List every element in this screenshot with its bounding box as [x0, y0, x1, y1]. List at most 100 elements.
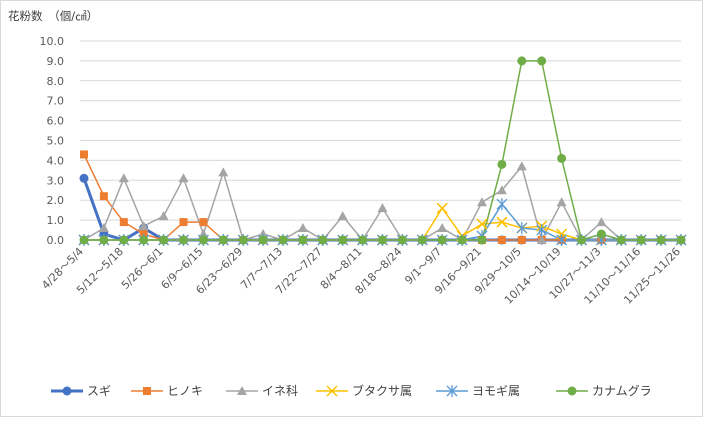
- legend-swatch-marker: [567, 386, 577, 396]
- data-point: [496, 198, 508, 211]
- data-point: [178, 173, 189, 183]
- legend-label: ヨモギ属: [472, 384, 520, 398]
- data-point: [139, 235, 149, 245]
- data-point: [338, 235, 348, 245]
- data-point: [138, 221, 149, 231]
- data-point: [119, 218, 128, 227]
- y-tick-label: 6.0: [47, 115, 65, 128]
- legend-label: カナムグラ: [592, 384, 652, 398]
- data-point: [457, 235, 467, 245]
- data-point: [517, 236, 526, 244]
- y-tick-label: 3.0: [47, 174, 65, 187]
- y-tick-label: 10.0: [40, 35, 65, 48]
- data-point: [179, 218, 188, 227]
- data-point: [577, 235, 586, 245]
- legend-swatch-marker: [326, 385, 338, 397]
- data-point: [218, 235, 228, 245]
- data-point: [397, 235, 407, 245]
- data-point: [337, 211, 348, 221]
- data-point: [297, 223, 308, 233]
- marker-stroke: [326, 385, 338, 397]
- legend-swatch-marker: [237, 386, 247, 395]
- data-point: [517, 56, 527, 66]
- data-point: [636, 235, 646, 245]
- data-point: [99, 235, 109, 245]
- legend-label: スギ: [87, 384, 111, 398]
- data-point: [298, 235, 308, 245]
- legend-entry-5: カナムグラ: [556, 384, 652, 398]
- y-tick-label: 7.0: [47, 95, 65, 108]
- data-point: [537, 56, 547, 66]
- data-point: [318, 235, 328, 245]
- data-point: [358, 235, 368, 245]
- legend-label: イネ科: [262, 384, 298, 398]
- y-axis-label: 花粉数 （個/㎠）: [8, 9, 98, 23]
- data-point: [179, 235, 188, 245]
- data-point: [497, 236, 506, 244]
- data-point: [119, 235, 129, 245]
- y-tick-label: 0.0: [47, 234, 65, 247]
- data-point: [516, 222, 528, 235]
- marker-stroke: [496, 216, 508, 228]
- x-tick-label: 5/26～6/1: [119, 245, 166, 292]
- data-point: [496, 216, 508, 228]
- legend-entry-4: ヨモギ属: [436, 384, 520, 398]
- data-point: [656, 235, 666, 245]
- data-point: [278, 235, 288, 245]
- data-point: [516, 161, 527, 171]
- marker-stroke: [436, 202, 448, 214]
- data-point: [437, 223, 448, 233]
- data-point: [557, 153, 567, 163]
- data-point: [476, 218, 488, 230]
- data-point: [99, 192, 108, 201]
- marker-stroke: [476, 218, 488, 230]
- legend-entry-1: ヒノキ: [131, 384, 203, 398]
- y-tick-label: 9.0: [47, 55, 65, 68]
- data-point: [158, 211, 169, 221]
- legend-swatch-marker: [62, 386, 72, 396]
- legend-entry-3: ブタクサ属: [316, 383, 412, 398]
- data-point: [118, 173, 129, 183]
- data-point: [258, 229, 269, 239]
- data-point: [536, 235, 547, 244]
- data-point: [377, 203, 388, 213]
- data-point: [436, 202, 448, 214]
- data-point: [199, 218, 208, 227]
- legend-entry-2: イネ科: [226, 384, 298, 398]
- data-point: [536, 224, 548, 237]
- y-tick-label: 8.0: [47, 75, 65, 88]
- legend-swatch-marker: [143, 387, 151, 395]
- data-point: [676, 235, 686, 245]
- data-point: [556, 234, 568, 246]
- data-point: [596, 217, 607, 227]
- data-point: [496, 185, 507, 195]
- data-point: [159, 235, 169, 245]
- legend-entry-0: スギ: [51, 384, 111, 398]
- data-point: [218, 167, 229, 177]
- legend-swatch-marker: [446, 385, 458, 397]
- data-point: [616, 235, 626, 245]
- data-point: [378, 235, 387, 245]
- data-point: [80, 150, 88, 159]
- y-tick-label: 2.0: [47, 194, 65, 207]
- data-point: [258, 235, 268, 245]
- legend-label: ブタクサ属: [352, 383, 412, 398]
- data-point: [437, 235, 447, 245]
- data-point: [596, 229, 606, 239]
- y-tick-label: 4.0: [47, 154, 65, 167]
- data-point: [79, 235, 89, 245]
- data-point: [198, 235, 208, 245]
- series-line-5: [84, 60, 681, 241]
- data-point: [477, 235, 487, 245]
- data-point: [238, 235, 248, 245]
- y-tick-label: 5.0: [47, 135, 65, 148]
- data-point: [417, 235, 427, 245]
- data-point: [198, 229, 209, 239]
- data-point: [556, 197, 567, 207]
- data-point: [477, 197, 487, 207]
- data-point: [79, 173, 89, 183]
- y-tick-label: 1.0: [47, 214, 65, 227]
- data-point: [98, 223, 109, 233]
